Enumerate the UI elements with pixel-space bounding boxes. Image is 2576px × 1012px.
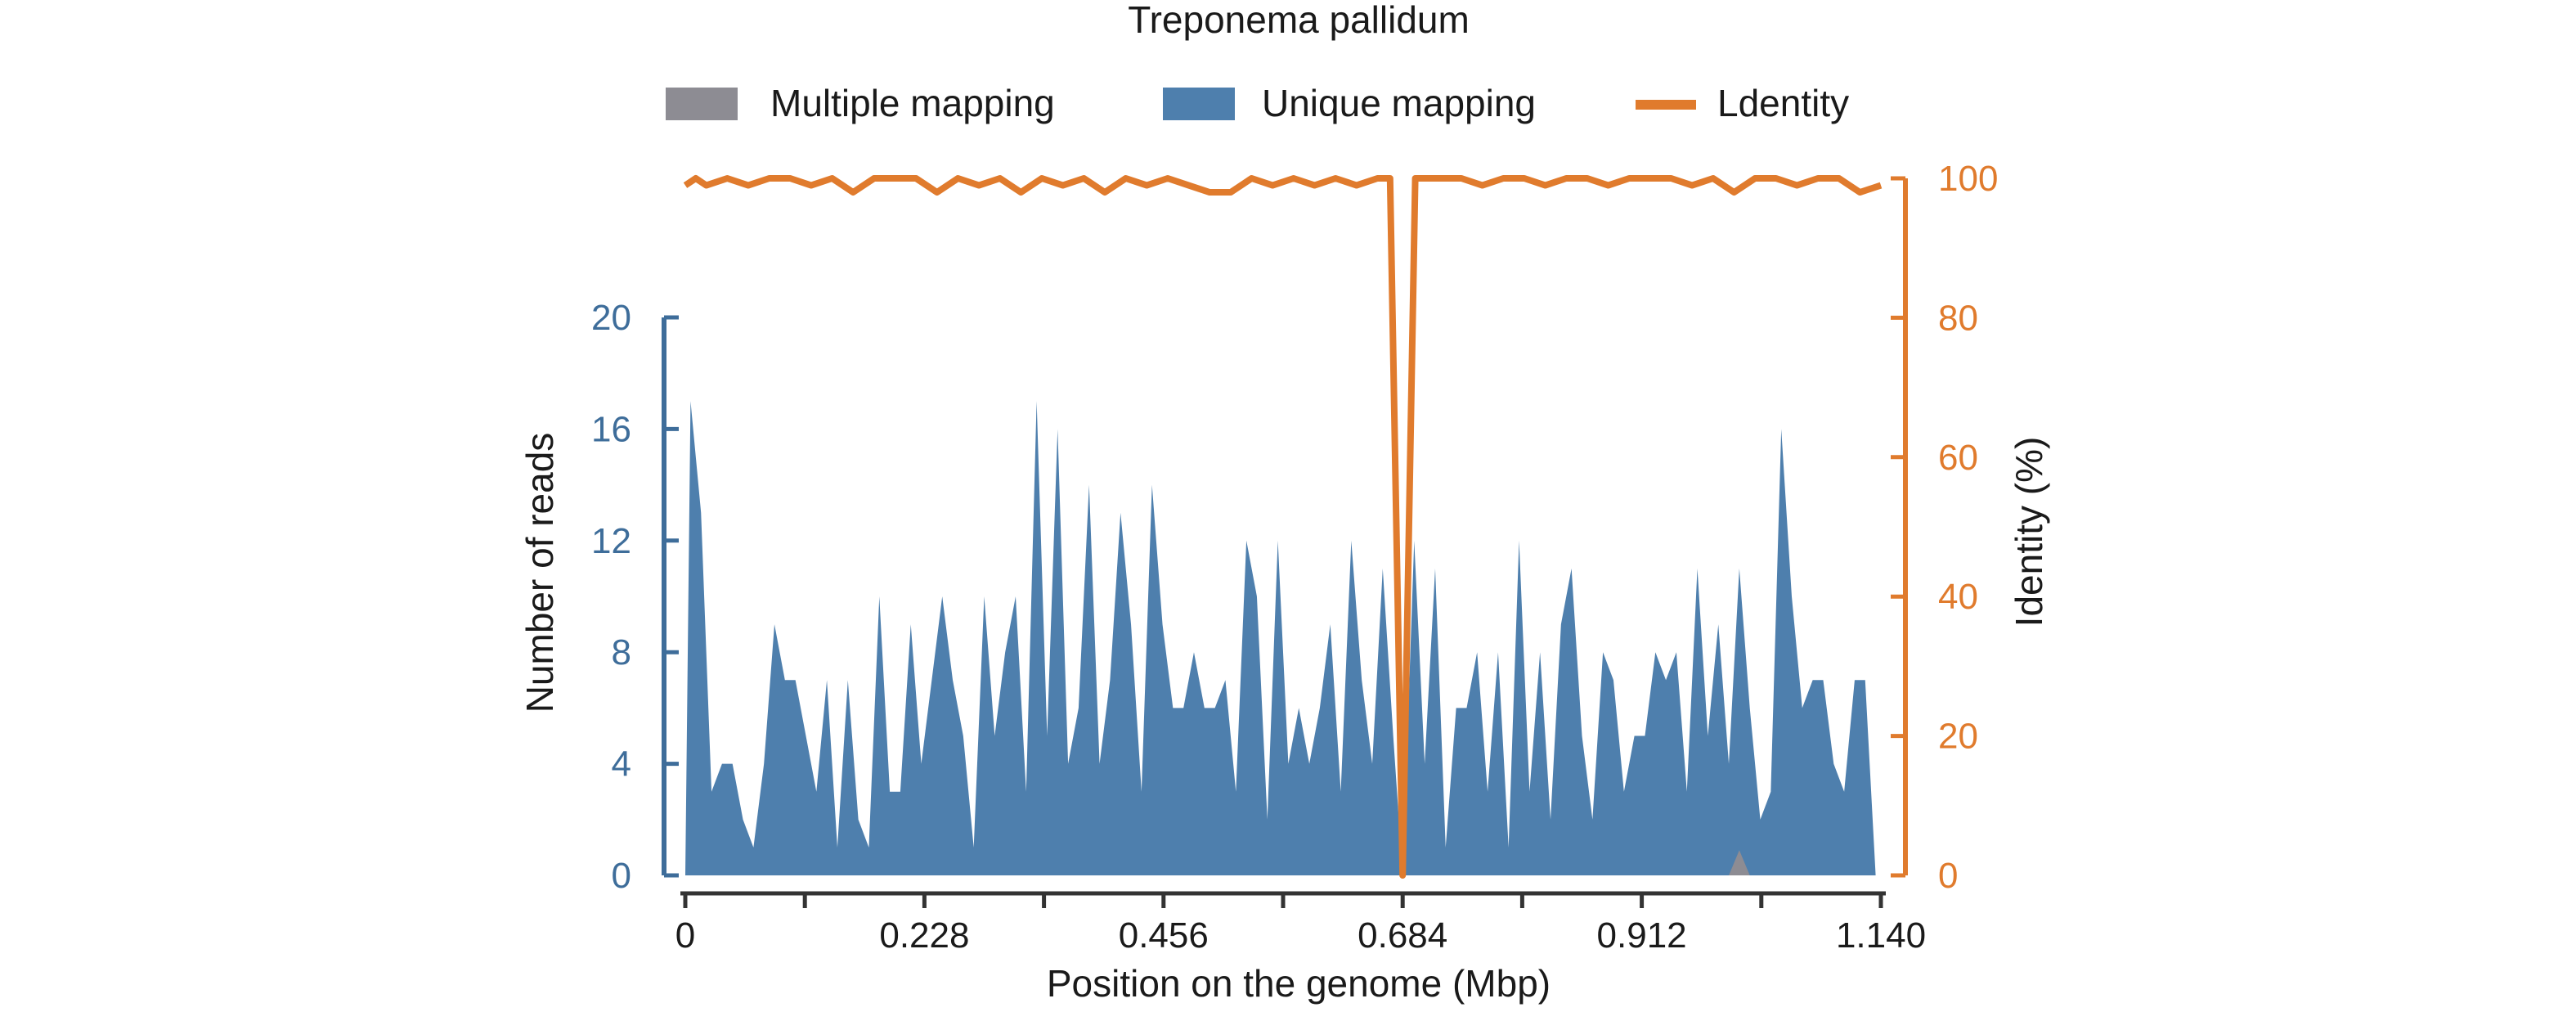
y-axis-label: Number of reads [518, 433, 561, 713]
y2-tick-label: 0 [1938, 856, 1958, 896]
y-tick-label: 16 [591, 409, 631, 449]
x-tick-label: 0 [675, 915, 695, 956]
legend-label-multiple-mapping: Multiple mapping [770, 82, 1055, 124]
y-tick-label: 0 [612, 856, 631, 896]
chart-title: Treponema pallidum [1128, 0, 1470, 41]
x-tick-label: 1.140 [1836, 915, 1926, 956]
legend: Multiple mapping Unique mapping Ldentity [666, 82, 1849, 124]
area-layer [685, 401, 1876, 875]
x-tick-label: 0.228 [879, 915, 969, 956]
multiple-mapping-area [1729, 850, 1750, 875]
y-tick-label: 12 [591, 521, 631, 561]
y2-tick-label: 100 [1938, 159, 1998, 199]
unique-mapping-area [685, 401, 1876, 875]
legend-label-identity: Ldentity [1717, 82, 1849, 124]
legend-swatch-unique-mapping [1163, 88, 1235, 120]
y2-tick-label: 80 [1938, 298, 1978, 338]
identity-line [683, 175, 1883, 879]
x-axis-label: Position on the genome (Mbp) [1047, 962, 1551, 1005]
x-tick-label: 0.912 [1597, 915, 1687, 956]
y-tick-label: 20 [591, 298, 631, 338]
y2-tick-label: 60 [1938, 438, 1978, 478]
y2-axis-label: Identity (%) [2008, 437, 2050, 627]
legend-swatch-multiple-mapping [666, 88, 738, 120]
legend-label-unique-mapping: Unique mapping [1262, 82, 1536, 124]
y2-tick-label: 40 [1938, 577, 1978, 617]
axes: 0 4 8 12 16 20 0 20 40 60 80 100 0 0.228 0.456 0.684 0.9… [591, 159, 1998, 956]
y2-tick-label: 20 [1938, 717, 1978, 757]
y-tick-label: 8 [612, 632, 631, 672]
identity-line-layer [683, 175, 1883, 879]
x-tick-label: 0.456 [1119, 915, 1209, 956]
x-tick-label: 0.684 [1358, 915, 1447, 956]
y-tick-label: 4 [612, 744, 631, 785]
